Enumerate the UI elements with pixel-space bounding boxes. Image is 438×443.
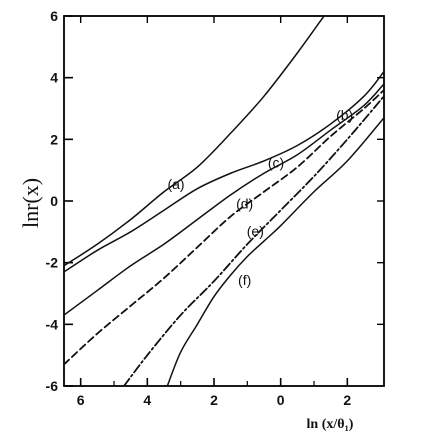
y-axis-title: lnr(x): [18, 178, 43, 228]
y-tick-label: 0: [50, 193, 58, 209]
y-tick-label: -4: [46, 316, 59, 332]
series-label-d: (d): [236, 195, 253, 211]
y-tick-label: 2: [50, 131, 58, 147]
x-tick-label: 2: [343, 392, 351, 408]
x-tick-label: 0: [277, 392, 285, 408]
series-line-a: [64, 16, 325, 267]
series-line-d: [64, 89, 384, 366]
plot-frame: [63, 15, 385, 387]
y-tick-label: -6: [46, 378, 59, 394]
series-line-e: [123, 95, 384, 386]
series-label-f: (f): [238, 272, 251, 288]
series-label-e: (e): [247, 223, 264, 239]
plot-area: 6 4 2 0 -2 -4 -6 6 4 2 0 2 (a) (b) (c) (d) (e) (f): [46, 8, 385, 408]
series-label-b: (b): [336, 107, 353, 123]
x-tick-label: 6: [77, 392, 85, 408]
x-tick-label: 4: [143, 392, 151, 408]
series-line-f: [166, 117, 384, 386]
series-line-b: [64, 70, 384, 273]
y-tick-label: 4: [50, 70, 58, 86]
x-tick-label: 2: [210, 392, 218, 408]
y-tick-label: -2: [46, 255, 59, 271]
x-axis-title: ln (x/θ₁): [307, 417, 354, 432]
series-label-a: (a): [167, 176, 184, 192]
y-tick-label: 6: [50, 8, 58, 24]
series-line-c: [64, 83, 384, 316]
series-label-c: (c): [268, 154, 284, 170]
